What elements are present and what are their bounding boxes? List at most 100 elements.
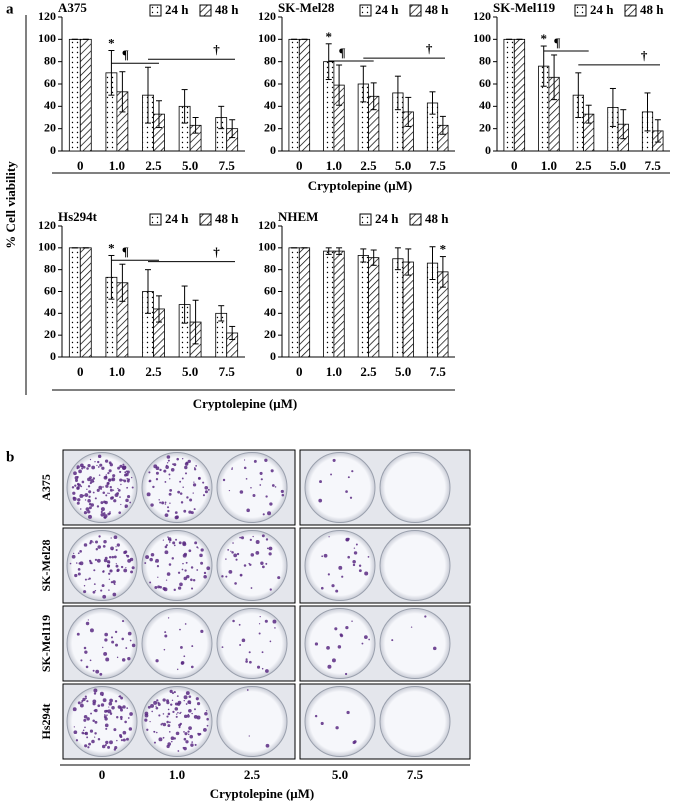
plate [66,452,138,523]
colony [87,578,89,581]
colony [347,537,350,541]
colony [83,646,87,650]
colony [232,542,234,544]
colony [72,491,76,495]
well [304,686,376,757]
colony [94,497,97,500]
colony [266,547,269,550]
error-bar [585,104,592,124]
colony [84,695,87,698]
bar [402,261,414,358]
colony [167,536,169,538]
error-bar [155,100,162,129]
colony [92,590,96,594]
colony [170,467,175,472]
colony [124,504,129,508]
colony [246,508,250,513]
colony [80,485,83,488]
bar [333,250,345,358]
x-tick-label: 1.0 [169,767,185,782]
x-tick-label: 0 [296,364,303,379]
colony [228,489,231,492]
colony [125,472,129,477]
colony [127,631,132,636]
colony [97,466,100,468]
colony [83,718,87,722]
colony [197,547,199,549]
colony [115,546,117,548]
colony [196,569,199,571]
y-tick-label: 20 [44,327,56,341]
y-tick-label: 40 [479,98,491,112]
colony [190,578,193,582]
error-bar [370,249,377,266]
colony [89,458,92,461]
colony [120,696,124,700]
colony [93,692,97,695]
error-bar [325,43,332,81]
colony [204,485,209,490]
colony [424,615,427,618]
colony [112,592,117,597]
bar [79,247,92,358]
colony [340,634,344,638]
colony [96,558,101,563]
colony [131,643,136,648]
colony [200,629,204,634]
well [66,530,138,601]
colony [221,575,224,578]
colony [108,478,111,481]
colony [185,740,189,744]
well [66,686,138,757]
colony [102,491,106,494]
colony [69,562,72,565]
colony [320,586,324,590]
x-tick-label: 5.0 [182,364,198,379]
colony [119,478,123,482]
colony [120,483,122,486]
colony [95,669,100,674]
colony [326,645,330,650]
error-bar [336,247,343,255]
colony [164,481,167,483]
colony [130,570,134,574]
colony [73,730,78,735]
colony [84,732,87,735]
colony [262,513,265,516]
colony [92,541,94,543]
colony [410,626,413,628]
well [66,608,138,679]
y-tick-label: 100 [258,31,276,45]
colony [173,690,176,694]
colony [119,470,122,473]
bar [368,257,380,358]
colony [113,499,117,503]
colony [172,710,175,714]
colony [185,561,188,564]
colony [175,715,178,718]
colony [159,501,162,504]
legend-swatch [409,213,422,226]
colony [352,740,356,745]
plate [379,530,451,601]
colony [114,700,118,703]
colony [119,706,123,710]
colony [115,563,117,565]
colony [125,647,128,649]
colony [108,561,111,564]
error-bar [181,89,188,124]
colony [126,707,129,709]
colony [107,745,111,749]
bar [298,247,311,358]
colony [105,484,109,488]
colony [179,492,183,495]
colony [81,731,85,735]
colony [179,582,183,587]
colony [84,499,87,501]
chart-title: Hs294t [58,209,98,224]
colony [116,569,120,573]
colony [281,493,285,497]
colony [188,708,192,713]
colony [335,589,339,593]
colony [169,502,171,504]
